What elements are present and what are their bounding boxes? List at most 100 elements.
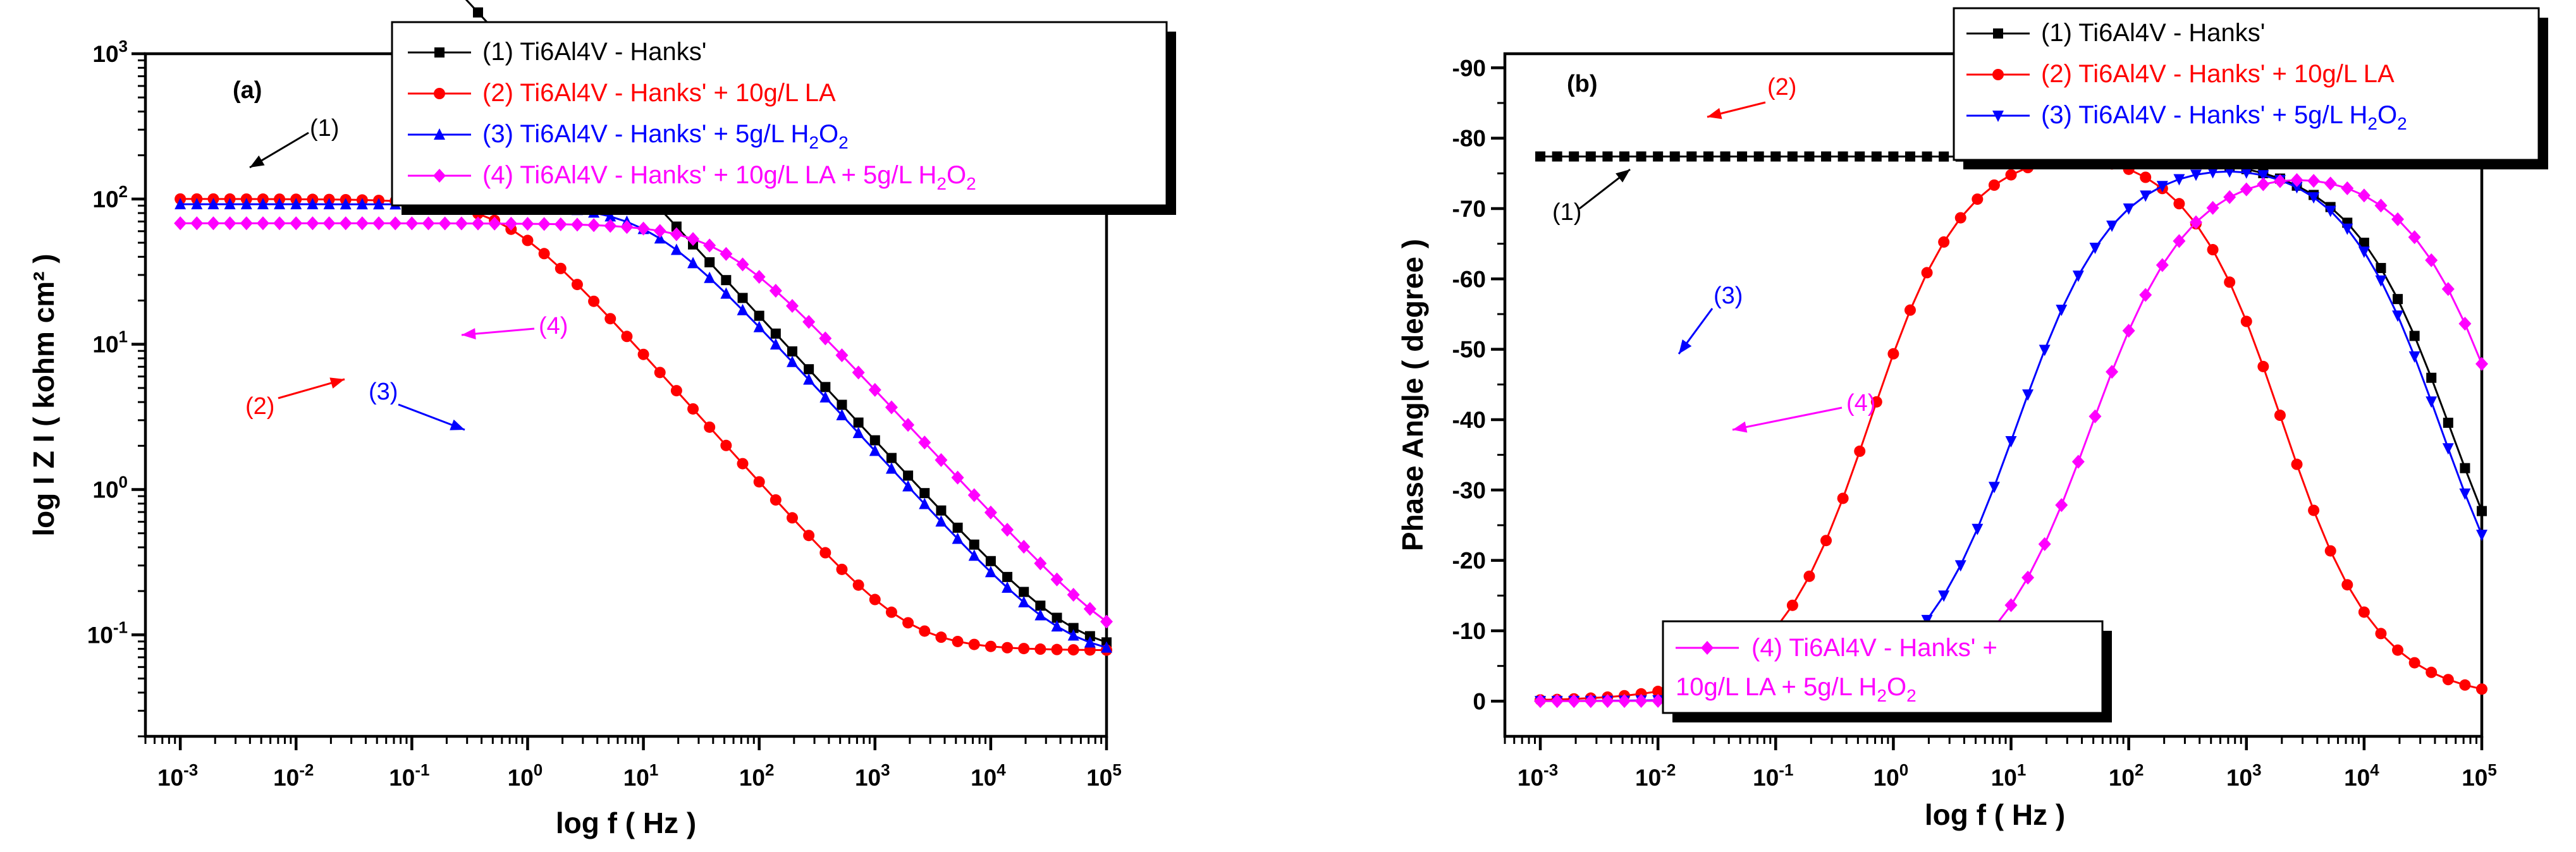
series-2-point <box>538 248 550 260</box>
series-1-point <box>1602 151 1613 162</box>
series-4-point <box>653 224 666 238</box>
panel-a-y-axis-label: log I Z I ( kohm cm² ) <box>27 253 60 536</box>
panel-b-legend2-label-line1: (4) Ti6Al4V - Hanks' + <box>1751 634 1997 662</box>
y-tick-label: -80 <box>1452 126 1486 152</box>
series-4-point <box>1550 694 1564 709</box>
series-3-point <box>340 198 352 210</box>
series-1-point <box>1552 151 1562 162</box>
series-4-point <box>835 348 849 363</box>
series-4-point <box>1050 572 1064 587</box>
series-3-point <box>2106 220 2118 232</box>
panel-a-label: (a) <box>233 77 262 104</box>
x-tick-label: 104 <box>971 760 1006 791</box>
y-tick-label: -60 <box>1452 266 1486 292</box>
series-2-point <box>2257 360 2269 372</box>
series-2-point <box>902 617 914 629</box>
series-4-point <box>2055 498 2068 513</box>
series-4-point <box>1567 694 1581 709</box>
series-3-point <box>207 198 219 210</box>
series-1-point <box>1068 623 1079 633</box>
series-3-point <box>274 198 286 210</box>
panel-b-annotation-2-label: (2) <box>1767 74 1796 100</box>
series-2-point <box>919 625 931 637</box>
panel-b-y-axis-label: Phase Angle ( degree ) <box>1396 239 1429 551</box>
series-2-point <box>968 638 980 650</box>
y-tick-label: 0 <box>1473 688 1486 714</box>
series-3-point <box>1938 590 1950 602</box>
series-4-point <box>918 435 931 450</box>
series-2-point <box>1887 348 1899 360</box>
panel-a-annotation-3-label: (3) <box>369 379 398 405</box>
series-1-point <box>1753 151 1764 162</box>
series-4-point <box>505 216 518 231</box>
series-3-point <box>290 198 302 210</box>
series-2-point <box>2224 276 2236 288</box>
series-4-point <box>587 218 601 233</box>
series-4-point <box>2341 181 2354 195</box>
series-2-point <box>1067 644 1079 656</box>
y-tick-label: 100 <box>92 473 128 503</box>
panel-a-legend: (1) Ti6Al4V - Hanks' (2) Ti6Al4V - Hanks'… <box>391 21 1176 215</box>
panel-b-x-axis: 10-3 10-2 10-1 100 101 102 103 104 105 <box>1504 736 2497 791</box>
series-2-point <box>1051 643 1063 655</box>
series-2-point <box>2291 458 2303 470</box>
series-1-point <box>919 488 930 499</box>
series-2-point <box>637 348 649 360</box>
panel-b-legend-entry-1: (1) Ti6Al4V - Hanks' <box>1966 19 2265 47</box>
series-4-point <box>2357 188 2371 203</box>
series-1-point <box>671 221 682 232</box>
series-4-point <box>372 216 386 231</box>
series-2-point <box>753 476 765 488</box>
series-4-point <box>819 331 832 346</box>
series-2-point <box>2005 169 2017 181</box>
series-4-point <box>852 365 865 380</box>
series-4-point <box>471 216 484 231</box>
x-tick-label: 100 <box>1874 760 1909 791</box>
series-4-point <box>620 220 634 234</box>
series-4-point <box>2004 598 2018 612</box>
series-4-point <box>570 217 584 232</box>
y-tick-label: -10 <box>1452 618 1486 644</box>
series-2-point <box>852 579 864 591</box>
series-2-point <box>1870 396 1882 408</box>
series-1-point <box>754 310 764 321</box>
series-4-point <box>521 217 534 231</box>
series-3-point <box>2173 174 2185 186</box>
series-2-point <box>1904 304 1916 316</box>
series-1-point <box>1871 151 1882 162</box>
series-2-point <box>522 234 534 246</box>
series-2-point <box>803 530 815 542</box>
series-2-point <box>2207 244 2219 256</box>
series-2-point <box>2358 606 2370 618</box>
panel-b-phase-chart: 10-3 10-2 10-1 100 101 102 103 104 105 0 -10 -20 -3… <box>1396 7 2548 831</box>
series-3-point <box>191 198 203 210</box>
series-3-point <box>175 198 187 210</box>
panel-a-legend-box <box>391 21 1168 207</box>
series-4-point <box>306 216 319 231</box>
panel-b-annotation-1-arrow-head <box>1616 169 1630 183</box>
series-2-point <box>604 313 616 325</box>
series-1-point <box>1888 151 1899 162</box>
series-1-point <box>837 399 847 410</box>
series-3-point <box>885 462 897 474</box>
series-3-point <box>2240 167 2252 179</box>
series-3-point <box>1051 620 1063 632</box>
series-1-point <box>936 505 947 516</box>
series-1-point <box>1821 151 1832 162</box>
series-1-point <box>2460 463 2470 473</box>
series-1-point <box>869 435 880 446</box>
series-3-point <box>1002 581 1014 593</box>
y-tick-label: 10-1 <box>87 618 128 648</box>
series-2-point <box>1854 445 1866 457</box>
series-1-point <box>1703 151 1714 162</box>
series-4-point <box>720 246 733 261</box>
series-4-point <box>2374 198 2388 213</box>
x-tick-label: 10-2 <box>273 760 314 791</box>
series-4-point <box>223 216 236 231</box>
series-2-point <box>687 403 699 415</box>
series-1-point <box>1002 571 1013 582</box>
series-2-point <box>571 279 583 291</box>
panel-a-legend-marker-1 <box>434 47 445 58</box>
series-2-point <box>786 512 798 524</box>
